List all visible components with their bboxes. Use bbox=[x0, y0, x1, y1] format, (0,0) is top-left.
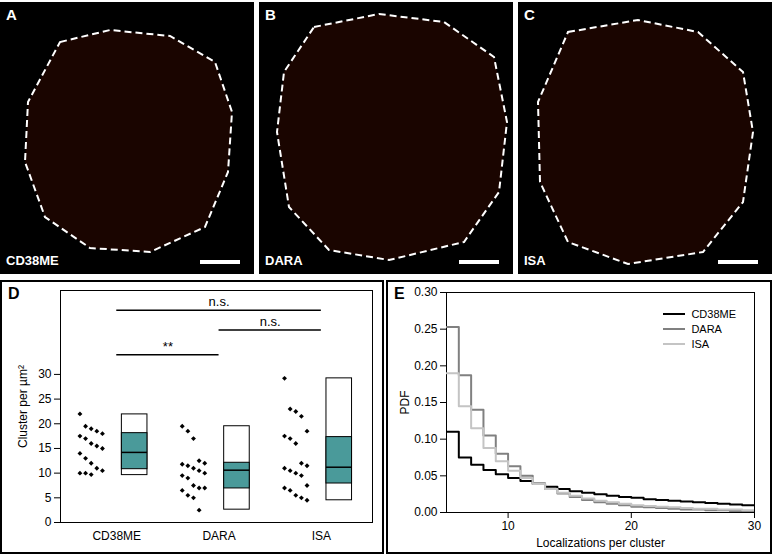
svg-text:0.15: 0.15 bbox=[414, 395, 438, 409]
html-text:B: B bbox=[265, 6, 276, 23]
svg-text:CD38ME: CD38ME bbox=[92, 529, 141, 543]
svg-text:20: 20 bbox=[38, 417, 52, 431]
html-text:DARA: DARA bbox=[265, 253, 303, 268]
html-text:CD38ME: CD38ME bbox=[6, 253, 59, 268]
html-text:ISA: ISA bbox=[524, 253, 546, 268]
svg-text:0.00: 0.00 bbox=[414, 505, 438, 519]
svg-text:30: 30 bbox=[38, 367, 52, 381]
html-text:CD38ME: CD38ME bbox=[691, 307, 736, 320]
svg-text:0.10: 0.10 bbox=[414, 432, 438, 446]
html-text:ISA: ISA bbox=[691, 337, 710, 350]
svg-text:20: 20 bbox=[625, 519, 639, 533]
svg-text:Localizations per cluster: Localizations per cluster bbox=[536, 536, 665, 550]
svg-text:15: 15 bbox=[38, 441, 52, 455]
html-text:DARA: DARA bbox=[691, 322, 722, 335]
html-text:E: E bbox=[394, 285, 405, 302]
svg-text:**: ** bbox=[163, 339, 173, 354]
svg-text:10: 10 bbox=[501, 519, 515, 533]
svg-text:Cluster per µm²: Cluster per µm² bbox=[16, 365, 30, 448]
svg-text:0: 0 bbox=[45, 515, 52, 529]
svg-text:n.s.: n.s. bbox=[209, 294, 230, 309]
svg-text:DARA: DARA bbox=[202, 529, 235, 543]
html-text:A: A bbox=[6, 6, 17, 23]
svg-text:0.30: 0.30 bbox=[414, 285, 438, 299]
svg-text:0.05: 0.05 bbox=[414, 469, 438, 483]
svg-text:0.25: 0.25 bbox=[414, 322, 438, 336]
svg-text:0.20: 0.20 bbox=[414, 359, 438, 373]
svg-text:25: 25 bbox=[38, 392, 52, 406]
svg-text:10: 10 bbox=[38, 466, 52, 480]
svg-text:30: 30 bbox=[748, 519, 762, 533]
svg-text:n.s.: n.s. bbox=[260, 314, 281, 329]
svg-text:PDF: PDF bbox=[398, 391, 412, 415]
svg-text:5: 5 bbox=[45, 491, 52, 505]
html-text:C: C bbox=[524, 6, 535, 23]
svg-text:ISA: ISA bbox=[312, 529, 331, 543]
html-text:D: D bbox=[8, 285, 20, 302]
